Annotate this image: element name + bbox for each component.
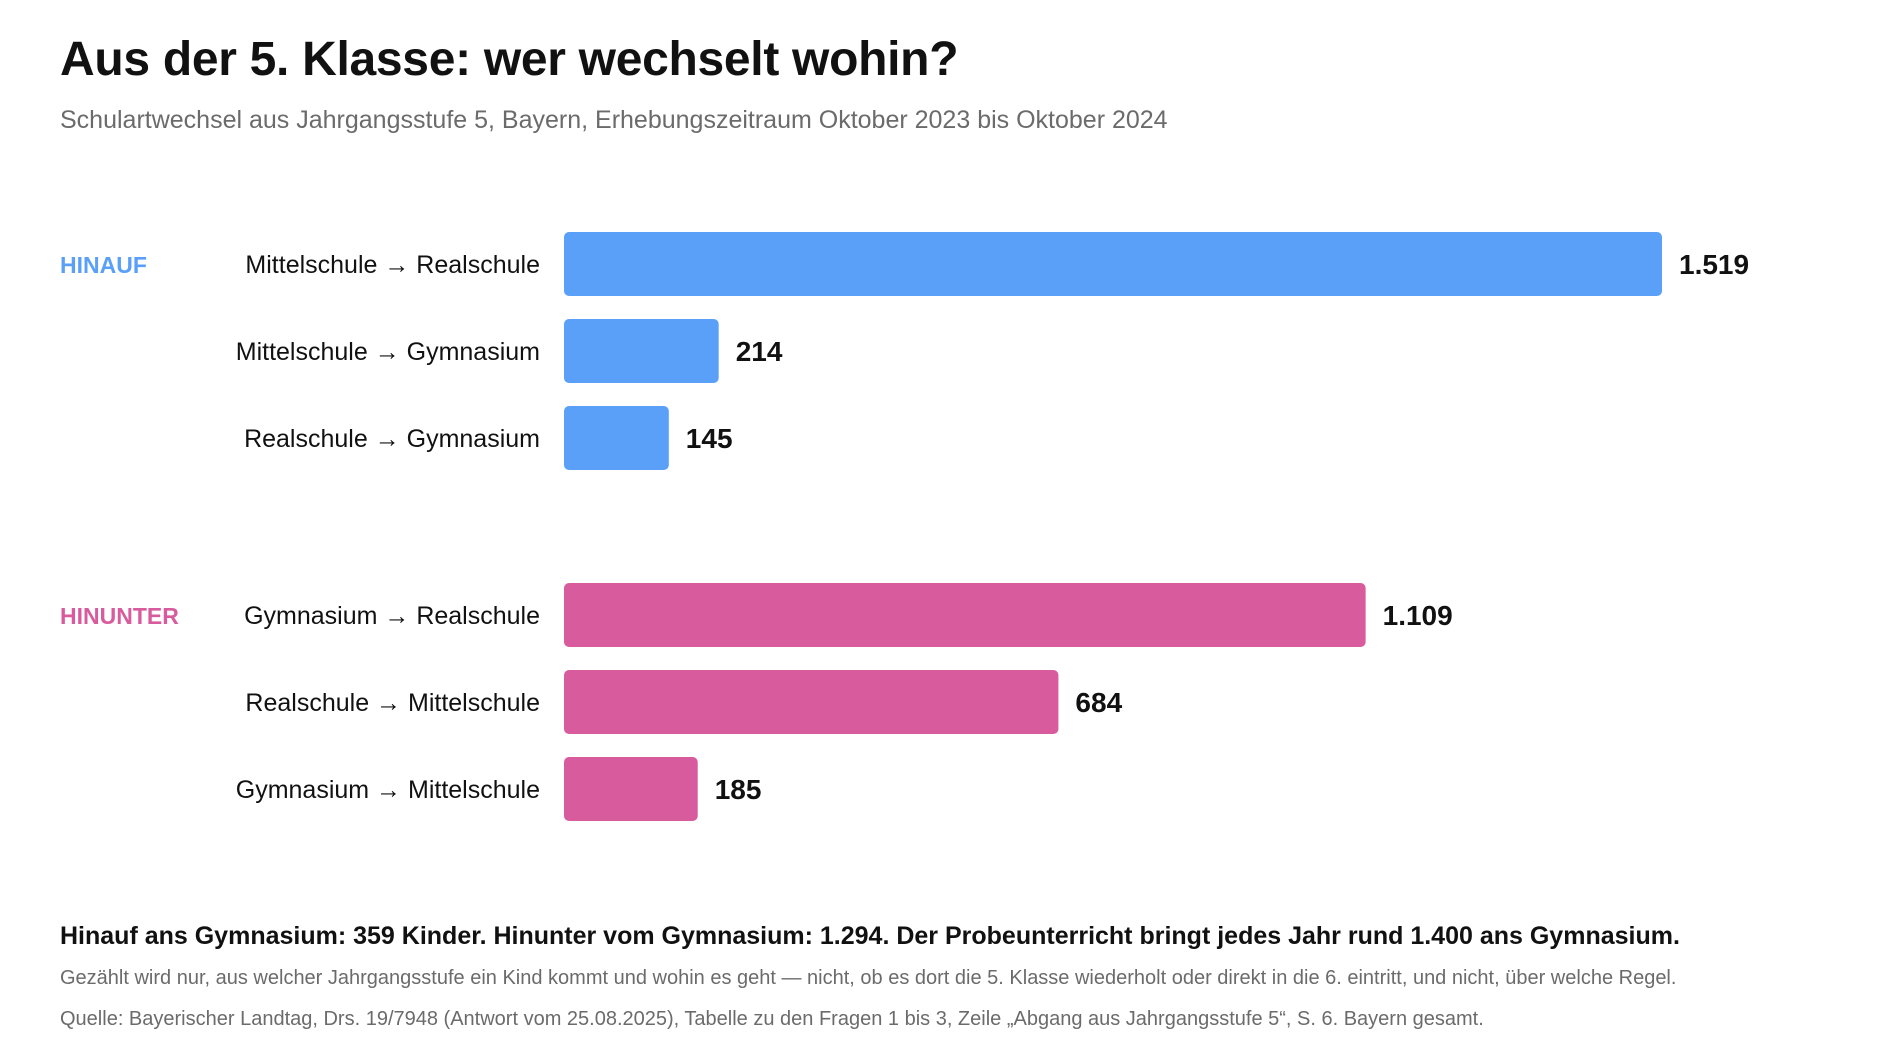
value-label: 684 bbox=[1075, 687, 1122, 718]
group-label-hinauf: HINAUF bbox=[60, 252, 147, 278]
category-label: Gymnasium → Mittelschule bbox=[236, 776, 540, 804]
source-note: Quelle: Bayerischer Landtag, Drs. 19/794… bbox=[60, 1008, 1484, 1030]
category-label: Realschule → Mittelschule bbox=[245, 689, 540, 717]
category-label: Mittelschule → Gymnasium bbox=[236, 338, 540, 366]
method-note: Gezählt wird nur, aus welcher Jahrgangss… bbox=[60, 967, 1677, 989]
category-label: Realschule → Gymnasium bbox=[244, 425, 540, 453]
group-label-hinunter: HINUNTER bbox=[60, 603, 179, 629]
bar-hinunter-2 bbox=[564, 670, 1059, 734]
bar-hinauf-1 bbox=[564, 232, 1662, 296]
value-label: 185 bbox=[715, 774, 762, 805]
bar-chart: HINAUF Mittelschule → Realschule 1.519 Mitt… bbox=[60, 232, 1749, 821]
value-label: 1.109 bbox=[1383, 600, 1453, 631]
chart-title: Aus der 5. Klasse: wer wechselt wohin? bbox=[60, 33, 959, 86]
category-label: Gymnasium → Realschule bbox=[244, 602, 540, 630]
takeaway-text: Hinauf ans Gymnasium: 359 Kinder. Hinunt… bbox=[60, 922, 1680, 950]
chart-subtitle: Schulartwechsel aus Jahrgangsstufe 5, Ba… bbox=[60, 106, 1168, 134]
bar-hinauf-2 bbox=[564, 319, 719, 383]
value-label: 145 bbox=[686, 423, 733, 454]
bar-hinauf-3 bbox=[564, 406, 669, 470]
category-label: Mittelschule → Realschule bbox=[245, 251, 540, 279]
bar-hinunter-1 bbox=[564, 583, 1366, 647]
value-label: 214 bbox=[736, 336, 783, 367]
value-label: 1.519 bbox=[1679, 249, 1749, 280]
bar-hinunter-3 bbox=[564, 757, 698, 821]
